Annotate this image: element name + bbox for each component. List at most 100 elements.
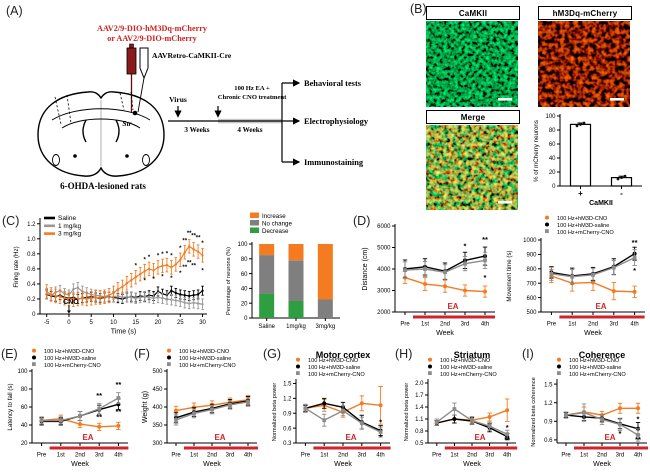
svg-text:40: 40 <box>21 423 28 429</box>
panel-f: (F) 300 350 400 450 500 Weight (g) Pre 1st 2nd 3r… <box>133 345 262 476</box>
svg-text:0.6: 0.6 <box>544 438 553 444</box>
svg-text:400: 400 <box>152 405 163 411</box>
svg-text:100 Hz+hM3D-saline: 100 Hz+hM3D-saline <box>440 365 492 371</box>
svg-text:0.9: 0.9 <box>283 411 292 417</box>
svg-text:Pre: Pre <box>37 453 47 459</box>
svg-text:1000: 1000 <box>523 238 537 244</box>
svg-text:5: 5 <box>90 320 94 326</box>
svg-text:5000: 5000 <box>377 246 391 252</box>
svg-text:*: * <box>484 273 487 282</box>
timeline <box>168 79 301 166</box>
svg-text:**: ** <box>482 235 488 244</box>
svg-text:10: 10 <box>110 320 117 326</box>
injection-site-dot <box>132 110 138 116</box>
svg-text:EA: EA <box>604 433 615 442</box>
svg-text:Pre: Pre <box>301 453 311 459</box>
svg-text:100 Hz+mCherry-CNO: 100 Hz+mCherry-CNO <box>44 363 101 369</box>
panel-a-label: (A) <box>6 4 23 18</box>
svg-text:*: * <box>201 241 204 247</box>
svg-text:350: 350 <box>152 423 163 429</box>
svg-text:100 Hz+hM3D-CNO: 100 Hz+hM3D-CNO <box>44 349 95 355</box>
svg-text:100 Hz+hM3D-CNO: 100 Hz+hM3D-CNO <box>557 216 608 222</box>
svg-text:1.0: 1.0 <box>27 237 36 243</box>
svg-text:Increase: Increase <box>262 213 286 220</box>
svg-text:1st: 1st <box>568 322 576 328</box>
svg-text:2nd: 2nd <box>207 453 217 459</box>
svg-text:+: + <box>578 189 583 198</box>
svg-text:Pre: Pre <box>171 453 181 459</box>
svg-text:Week: Week <box>593 461 611 468</box>
svg-text:500: 500 <box>152 369 163 375</box>
svg-text:1.1: 1.1 <box>415 417 424 423</box>
svg-text:EA: EA <box>214 433 225 442</box>
svg-text:0: 0 <box>32 312 36 318</box>
svg-text:4th: 4th <box>634 453 642 459</box>
svg-text:Week: Week <box>203 461 221 468</box>
svg-text:300: 300 <box>152 441 163 447</box>
svg-text:Pre: Pre <box>400 322 410 328</box>
svg-text:Week: Week <box>584 330 602 337</box>
svg-text:*: * <box>135 263 138 269</box>
panel-i-label: (I) <box>522 347 534 361</box>
panel-a: (A) AAV2/9-DIO-hM3Dq-mCherry or AAV2/9-D… <box>0 0 410 212</box>
svg-text:3rd: 3rd <box>226 453 235 459</box>
weeks-3-label: 3 Weeks <box>184 126 209 134</box>
svg-text:60: 60 <box>21 405 28 411</box>
aav-label-line1: AAV2/9-DIO-hM3Dq-mCherry <box>97 24 208 33</box>
svg-text:Saline: Saline <box>58 215 76 222</box>
svg-text:% of mCherry neurons: % of mCherry neurons <box>533 120 540 182</box>
mcherry-image <box>538 21 630 107</box>
svg-text:*: * <box>152 277 155 283</box>
svg-text:100 Hz+hM3D-saline: 100 Hz+hM3D-saline <box>44 356 96 362</box>
virus-label: Virus <box>169 95 187 104</box>
panel-h: (H) 0.5 0.8 1.1 1.4 1.7 2.0 Normalized beta po… <box>394 345 521 476</box>
output-immunostaining: Immunostaining <box>304 158 364 167</box>
svg-text:*: * <box>179 246 182 252</box>
mcherry-image-title: hM3Dq-mCherry <box>538 6 632 20</box>
svg-text:2nd: 2nd <box>597 453 607 459</box>
svg-text:**: ** <box>115 380 121 389</box>
svg-text:1.2: 1.2 <box>283 397 292 403</box>
svg-text:**: ** <box>635 435 641 444</box>
treatment-label-line2: Chronic CNO treatment <box>218 94 287 101</box>
scale-bar <box>610 98 624 101</box>
svg-text:700: 700 <box>526 281 537 287</box>
svg-text:-: - <box>620 189 623 198</box>
panel-d-label: (D) <box>353 214 371 228</box>
svg-text:2nd: 2nd <box>467 453 477 459</box>
svg-text:Pre: Pre <box>432 453 442 459</box>
svg-text:4th: 4th <box>114 453 122 459</box>
svg-text:900: 900 <box>526 253 537 259</box>
svg-text:100 Hz+hM3D-CNO: 100 Hz+hM3D-CNO <box>440 358 491 364</box>
svg-text:100 Hz+mCherry-CNO: 100 Hz+mCherry-CNO <box>179 363 236 369</box>
svg-text:100: 100 <box>545 114 556 120</box>
svg-text:100 Hz+hM3D-CNO: 100 Hz+hM3D-CNO <box>569 358 620 364</box>
svg-text:*: * <box>161 275 164 281</box>
svg-text:EA: EA <box>474 433 485 442</box>
output-electrophysiology: Electrophysiology <box>304 117 369 126</box>
svg-text:100 Hz+hM3D-saline: 100 Hz+hM3D-saline <box>569 365 621 371</box>
svg-text:0.3: 0.3 <box>283 441 292 447</box>
svg-text:100 Hz+hM3D-saline: 100 Hz+hM3D-saline <box>557 223 609 229</box>
svg-text:Week: Week <box>436 330 454 337</box>
svg-text:Pre: Pre <box>547 322 557 328</box>
mcherry-quantification-chart: 0 20 40 60 80 100 % of mCherry neurons + -CaMKII <box>533 114 642 207</box>
svg-text:No change: No change <box>262 221 292 228</box>
panel-i: (I) 0.6 0.9 1.2 1.5 Normalized beta coherenc… <box>521 345 650 476</box>
svg-text:3rd: 3rd <box>95 453 104 459</box>
camkii-image <box>426 21 518 107</box>
svg-text:100 Hz+hM3D-saline: 100 Hz+hM3D-saline <box>179 356 231 362</box>
merge-image <box>426 125 518 210</box>
panel-c-label: (C) <box>2 214 20 228</box>
svg-text:2nd: 2nd <box>338 453 348 459</box>
pipette-icon <box>137 47 149 113</box>
svg-text:80: 80 <box>549 128 556 134</box>
svg-text:450: 450 <box>152 387 163 393</box>
svg-text:Saline: Saline <box>258 324 275 330</box>
scale-bar <box>498 98 512 101</box>
svg-text:*: * <box>170 276 173 282</box>
svg-text:20: 20 <box>21 441 28 447</box>
striatum-label: Str <box>122 119 131 128</box>
svg-text:1st: 1st <box>190 453 198 459</box>
